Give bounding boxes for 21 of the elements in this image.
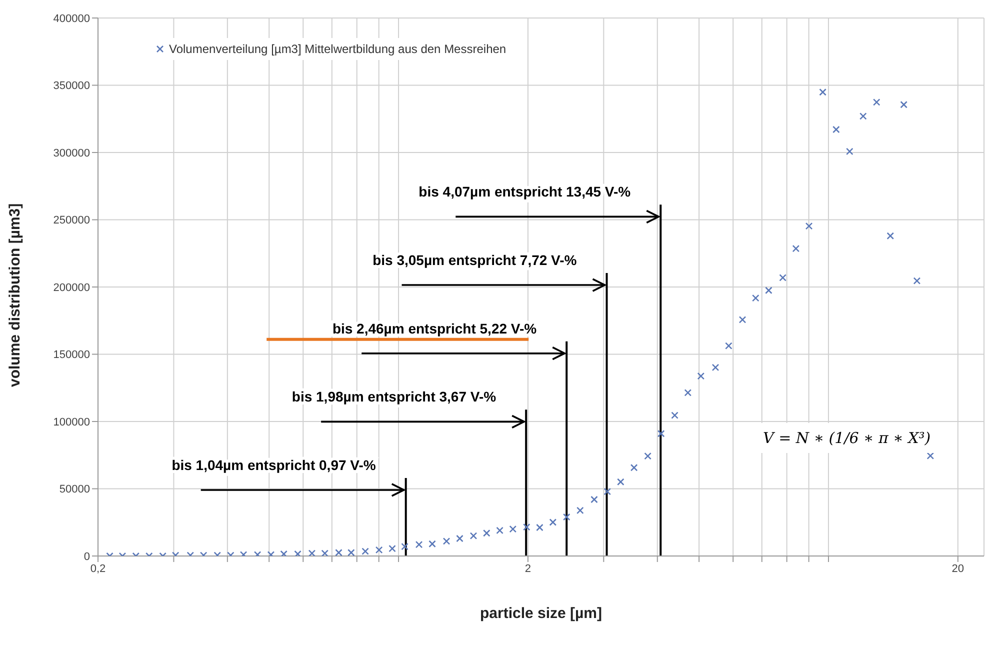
y-tick-label: 50000	[59, 484, 90, 496]
y-axis-title: volume distribution [µm3]	[6, 203, 24, 387]
y-tick-label: 300000	[53, 147, 90, 160]
ref-line-label: bis 1,98µm entspricht 3,67 V-%	[292, 388, 497, 405]
y-tick-label: 0	[84, 550, 90, 563]
y-tick-label: 200000	[53, 282, 90, 294]
y-tick-label: 250000	[53, 214, 90, 227]
ref-line-label: bis 4,07µm entspricht 13,45 V-%	[418, 184, 632, 200]
y-tick-label: 400000	[53, 12, 90, 25]
annotation: V = N ∗ (1/6 ∗ π ∗ X³)	[753, 423, 941, 453]
legend-label: Volumenverteilung [µm3] Mittelwertbildung aus den Messreihen	[168, 42, 506, 56]
ref-line-label: bis 1,04µm entspricht 0,97 V-%	[172, 456, 376, 473]
y-tick-label: 350000	[53, 80, 90, 92]
x-axis-title: particle size [µm]	[480, 605, 602, 622]
ref-line-label: bis 3,05µm entspricht 7,72 V-%	[372, 252, 578, 268]
x-tick-label: 2	[524, 562, 532, 575]
y-tick-label: 150000	[53, 349, 90, 362]
x-tick-label: 20	[952, 562, 964, 575]
ref-line-label: bis 2,46µm entspricht 5,22 V-%	[332, 320, 538, 336]
y-tick-label: 100000	[53, 416, 90, 428]
x-tick-label: 0,2	[90, 562, 106, 575]
